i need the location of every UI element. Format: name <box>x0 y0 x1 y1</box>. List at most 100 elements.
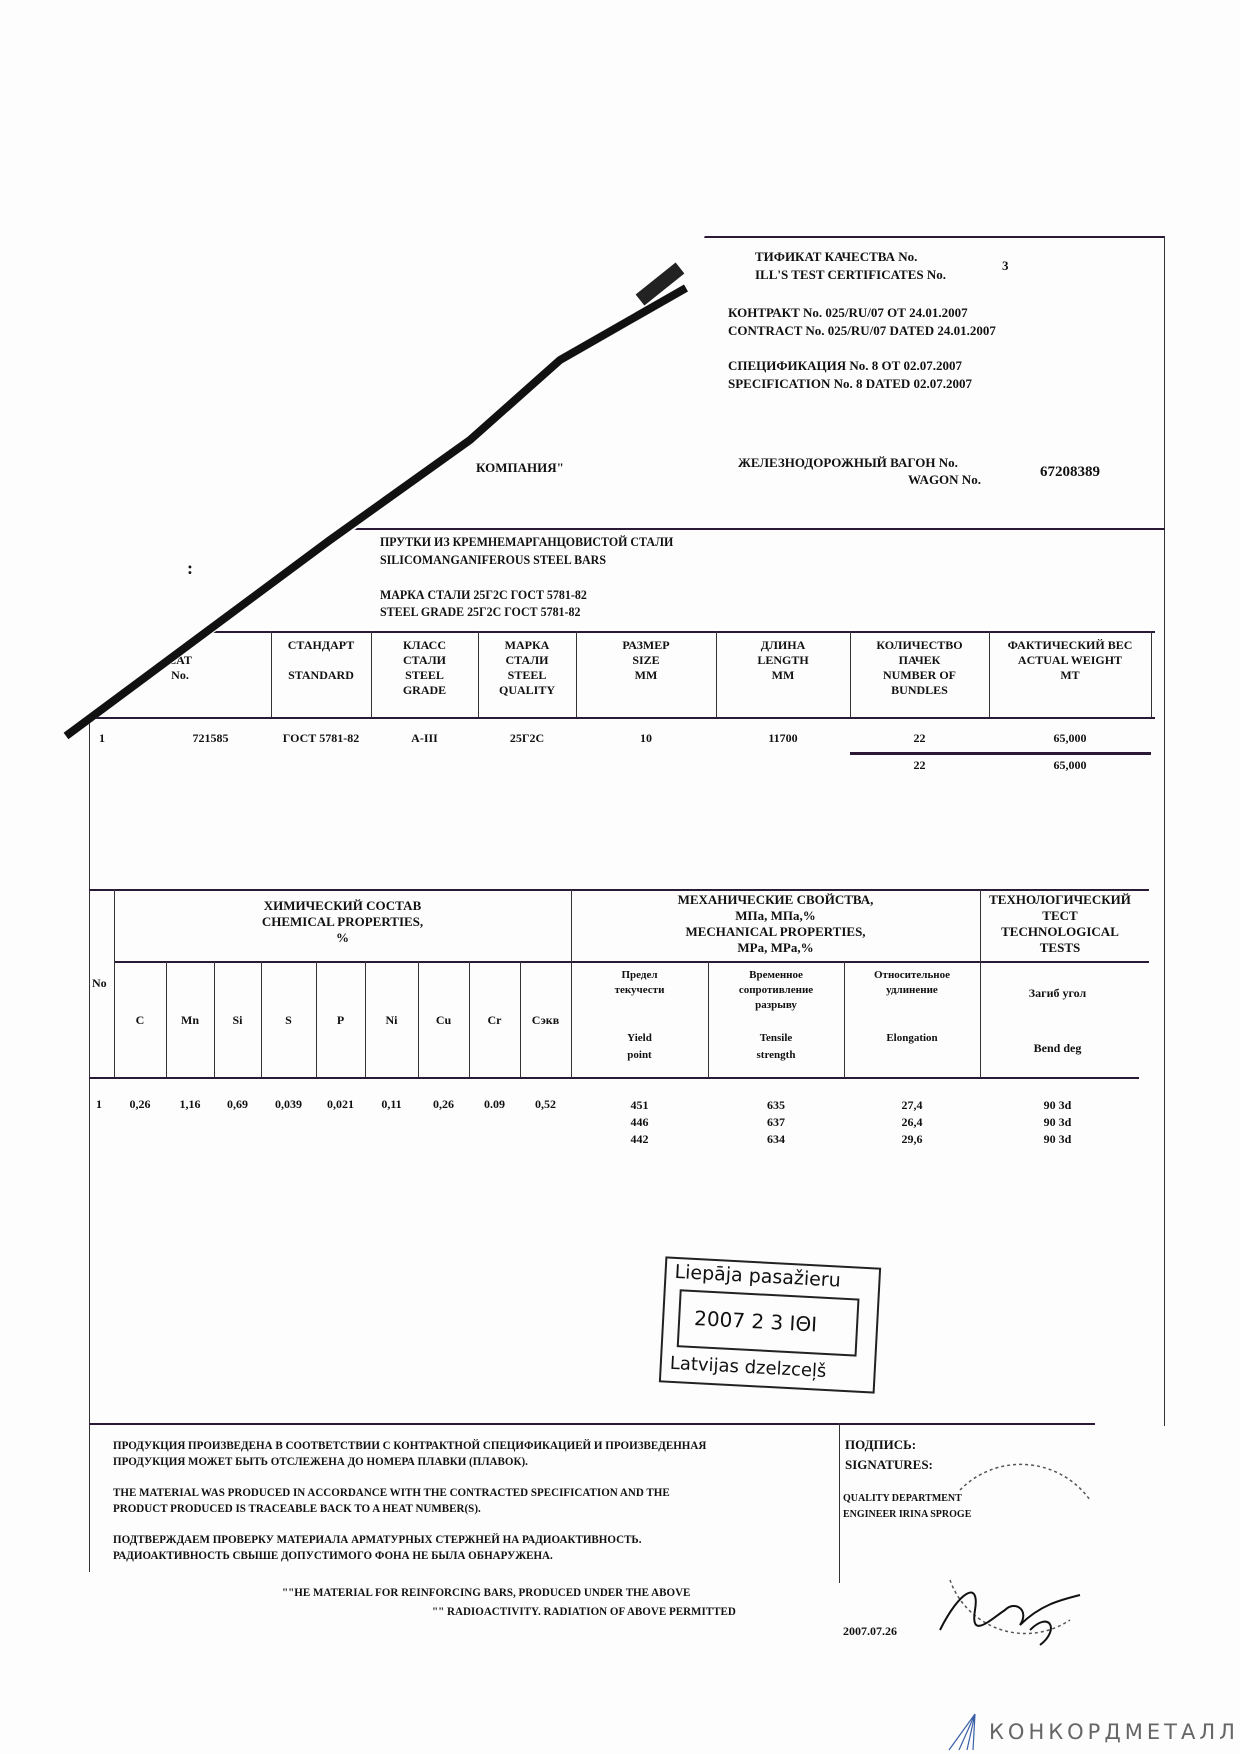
stamp-date-box: 2007 2 3 ΙΘΙ <box>676 1289 860 1357</box>
table-rule <box>89 889 1149 891</box>
element-header: Si <box>232 1013 243 1027</box>
tech-title: ТЕХНОЛОГИЧЕСКИЙ ТЕСТ TECHNOLOGICAL TESTS <box>989 892 1131 955</box>
tensile-value: 635 <box>767 1098 785 1112</box>
mech-header-en: Tensile strength <box>756 1032 796 1061</box>
chem-value: 0,26 <box>129 1097 151 1111</box>
footer-rule <box>89 1423 1095 1425</box>
section-rule <box>340 528 1165 530</box>
signature-label-en: SIGNATURES: <box>845 1457 933 1472</box>
table-rule <box>150 631 1155 633</box>
column-rule <box>716 631 717 717</box>
sign-date: 2007.07.26 <box>843 1624 897 1638</box>
steel-grade-en: STEEL GRADE 25Г2С ГОСТ 5781-82 <box>380 604 581 619</box>
element-header: S <box>285 1013 292 1027</box>
element-header: Mn <box>181 1013 199 1027</box>
column-rule <box>850 631 851 717</box>
element-header: Сэкв <box>531 1013 560 1027</box>
signature-label-ru: ПОДПИСЬ: <box>845 1437 917 1452</box>
contract-ru: КОНТРАКТ No. 025/RU/07 ОТ 24.01.2007 <box>728 305 968 320</box>
footer-para2-ru: ПОДТВЕРЖДАЕМ ПРОВЕРКУ МАТЕРИАЛА АРМАТУРН… <box>113 1532 642 1562</box>
chem-value: 1,16 <box>179 1097 201 1111</box>
footer-para2-en-line1: ""HE MATERIAL FOR REINFORCING BARS, PROD… <box>282 1585 691 1599</box>
mech-header-ru: Временное сопротивление разрыву <box>738 969 814 1011</box>
seal-arc <box>959 1463 1091 1501</box>
elongation-value: 27,4 <box>901 1098 923 1112</box>
blank-overlay <box>0 0 790 745</box>
logo-text: КОНКОРДМЕТАЛЛ <box>989 1720 1239 1744</box>
element-header: Cu <box>435 1013 452 1027</box>
yield-value: 446 <box>630 1115 649 1129</box>
signer-dept: QUALITY DEPARTMENT <box>843 1493 962 1504</box>
seal-arc <box>949 1579 1071 1635</box>
elongation-value: 29,6 <box>901 1132 923 1146</box>
column-header: МАРКА СТАЛИ STEEL QUALITY <box>498 638 555 697</box>
scan-cut-edge <box>0 0 790 745</box>
cell-size: 10 <box>640 731 652 745</box>
column-header: ДЛИНА LENGTH MM <box>757 638 809 682</box>
left-border <box>89 717 90 1572</box>
column-rule <box>371 631 372 717</box>
chem-value: 0,11 <box>381 1097 402 1111</box>
total-bundles: 22 <box>913 758 926 772</box>
wagon-label-ru: ЖЕЛЕЗНОДОРОЖНЫЙ ВАГОН No. <box>738 455 958 470</box>
column-rule <box>316 961 317 1077</box>
footer-para1-en: THE MATERIAL WAS PRODUCED IN ACCORDANCE … <box>113 1485 670 1515</box>
column-rule <box>418 961 419 1077</box>
column-rule <box>365 961 366 1077</box>
column-header: РАЗМЕР SIZE MM <box>622 638 670 682</box>
tensile-value: 637 <box>767 1115 785 1129</box>
bend-value: 90 3d <box>1043 1115 1072 1129</box>
cell-standard: ГОСТ 5781-82 <box>282 731 360 745</box>
railway-stamp: Liepāja pasažieru 2007 2 3 ΙΘΙ Latvijas … <box>658 1256 882 1394</box>
mech-header-en: Elongation <box>886 1032 938 1044</box>
mech-title: МЕХАНИЧЕСКИЕ СВОЙСТВА, МПа, МПа,% MECHAN… <box>677 892 874 955</box>
cut-edge <box>63 284 688 740</box>
stamp-bottom: Latvijas dzelzceļš <box>669 1352 827 1382</box>
column-rule <box>1151 631 1152 717</box>
cell-quality: 25Г2С <box>509 731 545 745</box>
footer-para1-ru: ПРОДУКЦИЯ ПРОИЗВЕДЕНА В СООТВЕТСТВИИ С К… <box>113 1438 707 1468</box>
column-rule <box>844 961 845 1077</box>
column-rule <box>980 889 981 1077</box>
chem-value: 0,52 <box>535 1097 556 1111</box>
cert-number: 3 <box>1002 258 1009 273</box>
column-rule <box>271 631 272 717</box>
cert-title-en: ILL'S TEST CERTIFICATES No. <box>755 267 947 282</box>
column-rule <box>478 631 479 717</box>
logo-sail-icon <box>948 1713 976 1751</box>
mech-header-ru: Предел текучести <box>614 969 665 996</box>
spec-en: SPECIFICATION No. 8 DATED 02.07.2007 <box>728 376 973 391</box>
chem-value: 0,021 <box>327 1097 354 1111</box>
element-header: C <box>135 1013 145 1027</box>
cell-bundles: 22 <box>913 731 926 745</box>
header-top-rule <box>700 236 1165 238</box>
cell-heat: 721585 <box>192 731 229 745</box>
product-name-en: SILICOMANGANIFEROUS STEEL BARS <box>380 552 606 567</box>
signer-name: ENGINEER IRINA SPROGE <box>843 1509 972 1520</box>
column-rule <box>989 631 990 717</box>
column-rule <box>166 961 167 1077</box>
mech-header-en: Yield point <box>627 1032 652 1061</box>
table-rule <box>89 1077 1139 1079</box>
total-weight: 65,000 <box>1053 758 1087 772</box>
column-header: КОЛИЧЕСТВО ПАЧЕК NUMBER OF BUNDLES <box>876 638 963 697</box>
column-rule <box>261 961 262 1077</box>
yield-value: 451 <box>630 1098 649 1112</box>
contract-en: CONTRACT No. 025/RU/07 DATED 24.01.2007 <box>728 323 996 338</box>
element-header: Ni <box>385 1013 398 1027</box>
company-seal-and-signature <box>939 1463 1091 1646</box>
no-label: No <box>92 976 107 990</box>
table-rule <box>89 717 1155 719</box>
konkordmetall-logo: КОНКОРДМЕТАЛЛ <box>945 1712 1235 1752</box>
total-rule <box>850 752 1151 755</box>
tensile-value: 634 <box>767 1132 785 1146</box>
column-rule <box>114 889 115 1077</box>
column-rule <box>571 889 572 1077</box>
company-fragment: КОМПАНИЯ" <box>476 460 564 475</box>
column-header: ФАКТИЧЕСКИЙ ВЕС ACTUAL WEIGHT MT <box>1007 638 1133 682</box>
column-rule <box>708 961 709 1077</box>
element-header: Cr <box>487 1013 502 1027</box>
column-rule <box>214 961 215 1077</box>
footer-para2-en-line2: "" RADIOACTIVITY. RADIATION OF ABOVE PER… <box>432 1604 736 1618</box>
cell-no: 1 <box>99 731 105 745</box>
